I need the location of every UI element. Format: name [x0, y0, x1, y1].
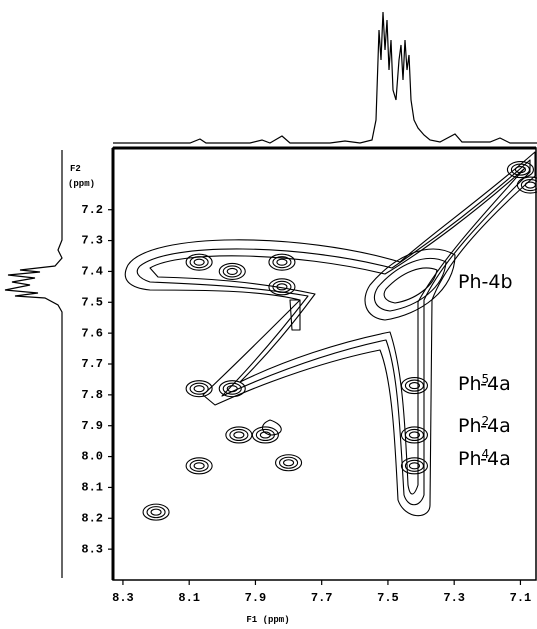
- cross-peak: [230, 429, 248, 440]
- annotation-base: Ph: [458, 448, 482, 470]
- cross-peak: [147, 507, 165, 518]
- cross-peak: [405, 460, 423, 471]
- x-tick-label: 7.7: [311, 591, 333, 605]
- cross-peak: [194, 463, 204, 469]
- cross-peak: [190, 460, 208, 471]
- x-tick-label: 7.5: [377, 591, 399, 605]
- y-tick-label: 7.7: [81, 357, 103, 371]
- y-tick-label: 8.1: [81, 481, 103, 495]
- annotation-base: Ph-4b: [458, 271, 513, 293]
- cross-peak: [284, 460, 294, 466]
- cross-peak: [280, 457, 298, 468]
- annotation-suffix: -4a: [480, 448, 511, 470]
- chart: F1 (ppm) F2 (ppm) 8.3 8.1 7.9 7.7 7.5 7.3 7.1 7…: [0, 0, 537, 629]
- cross-peak: [405, 380, 423, 391]
- annotation: Ph2-4a: [458, 414, 511, 437]
- y-tick-label: 7.5: [81, 295, 103, 309]
- annotation-base: Ph: [458, 415, 482, 437]
- left-projection: [5, 150, 62, 578]
- y-axis-label: F2: [70, 164, 81, 174]
- y-axis-unit: (ppm): [68, 179, 95, 189]
- annotation: Ph5-4a: [458, 372, 511, 395]
- y-tick-label: 8.3: [81, 542, 103, 556]
- y-tick-label: 7.4: [81, 265, 103, 279]
- cross-peak: [194, 259, 204, 265]
- x-tick-label: 7.9: [245, 591, 267, 605]
- x-tick-label: 7.1: [510, 591, 532, 605]
- x-axis-label: F1 (ppm): [246, 615, 289, 625]
- y-tick-label: 7.9: [81, 419, 103, 433]
- cross-peak: [190, 383, 208, 394]
- cross-peak: [234, 432, 244, 438]
- cross-peak: [227, 268, 237, 274]
- annotation: Ph-4b: [458, 271, 513, 293]
- cross-peak: [190, 257, 208, 268]
- y-tick-label: 7.3: [81, 234, 103, 248]
- y-tick-label: 8.0: [81, 450, 103, 464]
- cross-peak: [194, 386, 204, 392]
- cross-peak: [223, 266, 241, 277]
- y-tick-label: 7.2: [81, 203, 103, 217]
- y-tick-label: 7.8: [81, 388, 103, 402]
- annotation-base: Ph: [458, 373, 482, 395]
- cross-peak: [405, 429, 423, 440]
- x-tick-label: 8.3: [112, 591, 134, 605]
- annotation-suffix: -4a: [480, 415, 511, 437]
- y-tick-label: 7.6: [81, 326, 103, 340]
- annotation: Ph4-4a: [458, 447, 511, 470]
- x-tick-label: 7.3: [443, 591, 465, 605]
- cross-peak: [525, 182, 535, 188]
- x-tick-label: 8.1: [178, 591, 200, 605]
- y-tick-label: 8.2: [81, 511, 103, 525]
- cross-peak: [277, 259, 287, 265]
- cross-peak: [151, 509, 161, 515]
- annotation-suffix: -4a: [480, 373, 511, 395]
- top-projection: [113, 12, 537, 143]
